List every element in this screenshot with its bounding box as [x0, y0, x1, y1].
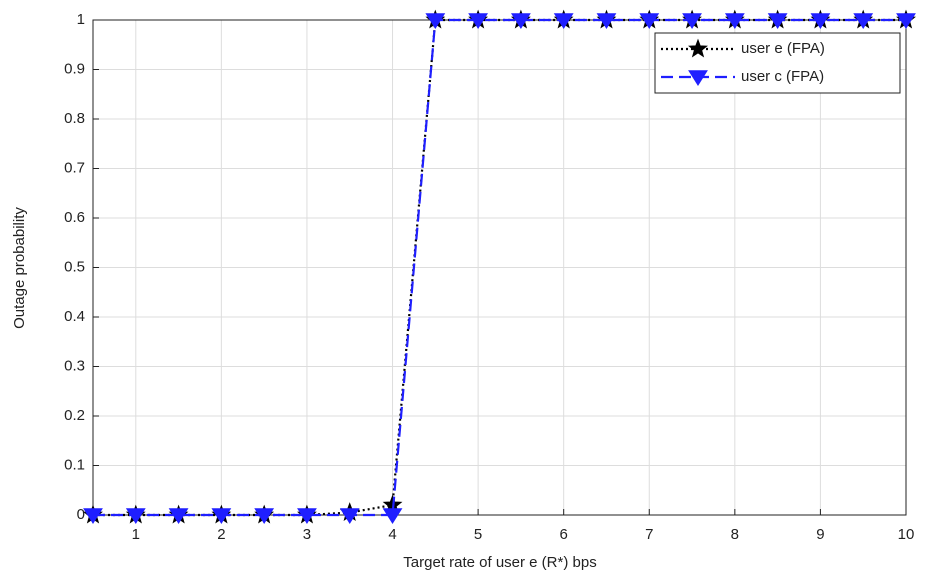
x-tick-label: 6 [560, 526, 568, 543]
legend-label: user e (FPA) [741, 40, 825, 57]
x-tick-label: 2 [217, 526, 225, 543]
marker [425, 13, 446, 30]
marker [510, 13, 531, 30]
x-tick-label: 4 [388, 526, 396, 543]
y-tick-label: 1 [77, 11, 85, 28]
marker [682, 13, 702, 30]
legend-box [654, 32, 901, 94]
marker [382, 508, 403, 525]
x-tick-label: 8 [731, 526, 739, 543]
legend-label: user c (FPA) [741, 68, 824, 85]
x-tick-label: 3 [303, 526, 311, 543]
legend-marker [688, 70, 708, 87]
marker [553, 13, 574, 30]
marker [810, 13, 831, 30]
y-tick-label: 0.9 [64, 60, 85, 77]
y-tick-label: 0.7 [64, 159, 85, 176]
marker [211, 508, 232, 525]
marker [254, 508, 275, 525]
y-tick-label: 0.8 [64, 110, 85, 127]
y-tick-label: 0.1 [64, 456, 85, 473]
y-tick-label: 0.3 [64, 357, 85, 374]
legend-marker [688, 38, 708, 58]
marker [125, 508, 146, 525]
series-line [93, 18, 906, 517]
x-tick-label: 7 [645, 526, 653, 543]
marker [168, 508, 189, 525]
marker [297, 508, 317, 525]
marker [83, 508, 103, 525]
marker [724, 13, 745, 30]
x-axis-label: Target rate of user e (R*) bps [403, 554, 596, 571]
y-axis-label: Outage probability [11, 207, 28, 329]
y-tick-label: 0 [77, 506, 85, 523]
y-tick-label: 0.2 [64, 407, 85, 424]
x-tick-label: 5 [474, 526, 482, 543]
marker [853, 13, 874, 30]
marker [896, 13, 916, 30]
marker [339, 508, 360, 525]
y-tick-label: 0.4 [64, 308, 85, 325]
marker [639, 13, 660, 30]
marker [596, 13, 617, 30]
y-tick-label: 0.5 [64, 258, 85, 275]
x-tick-label: 1 [132, 526, 140, 543]
marker [468, 13, 489, 30]
x-tick-label: 9 [816, 526, 824, 543]
marker [767, 13, 788, 30]
y-tick-label: 0.6 [64, 209, 85, 226]
x-tick-label: 10 [898, 526, 915, 543]
